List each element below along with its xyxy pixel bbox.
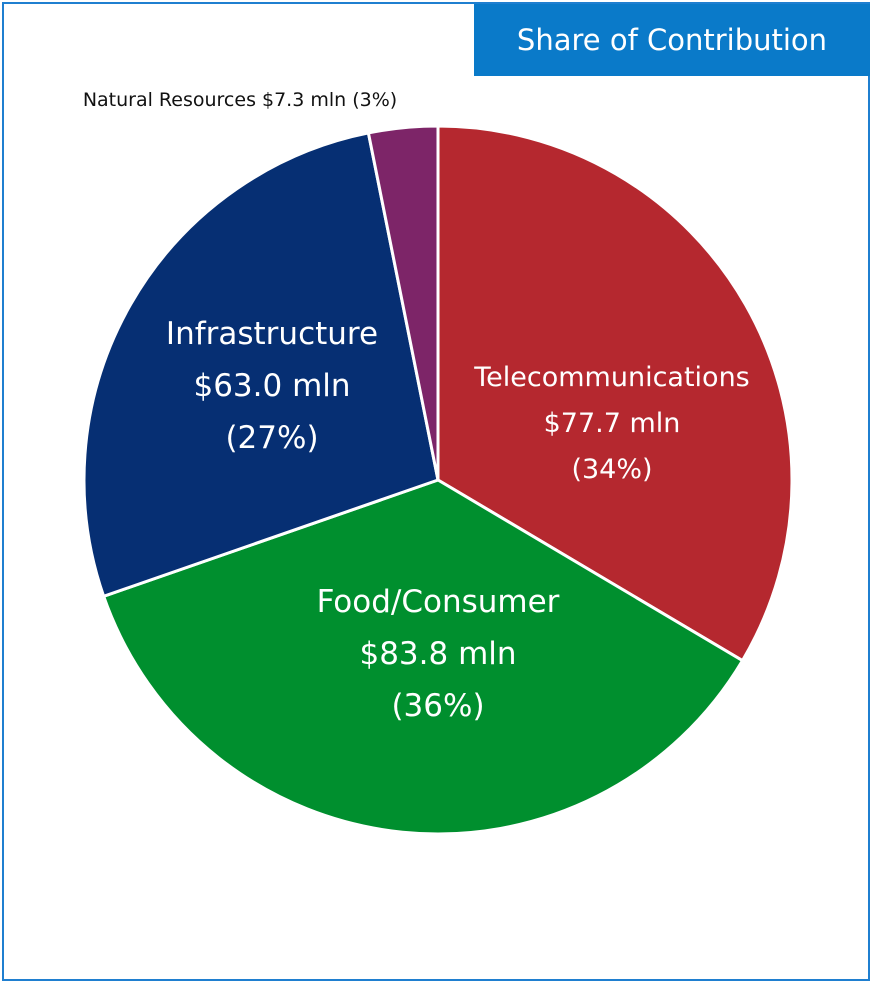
slice-label-telecom-name: Telecommunications <box>473 362 750 393</box>
slice-label-food-percent: (36%) <box>391 688 484 724</box>
chart-title-badge: Share of Contribution <box>474 4 870 76</box>
slice-label-food-value: $83.8 mln <box>359 636 516 672</box>
slice-label-food-name: Food/Consumer <box>317 584 560 620</box>
slice-label-infra-name: Infrastructure <box>166 316 378 352</box>
slice-label-infra-value: $63.0 mln <box>193 368 350 404</box>
pie-slice-natural <box>366 124 440 481</box>
pie-slice-infra <box>82 131 440 599</box>
slice-label-telecom-value: $77.7 mln <box>544 408 681 439</box>
pie-slice-food <box>101 478 745 836</box>
slice-label-telecom-percent: (34%) <box>571 454 652 485</box>
pie-slice-telecom <box>436 124 794 663</box>
slice-label-infra-percent: (27%) <box>225 420 318 456</box>
slice-label-natural: Natural Resources $7.3 mln (3%) <box>83 89 397 111</box>
pie-labels: Telecommunications $77.7 mln (34%) Food/Con… <box>83 89 750 724</box>
pie-slices <box>82 124 794 836</box>
